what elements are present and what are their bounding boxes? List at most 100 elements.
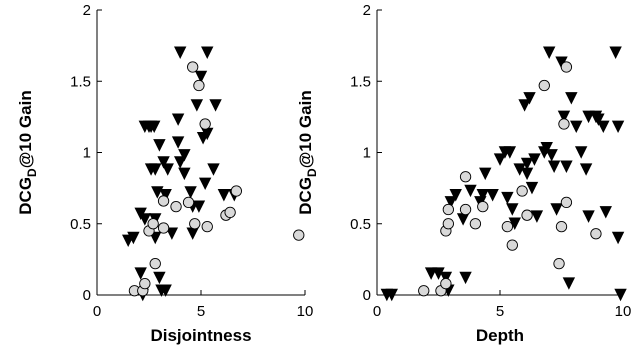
circle-point xyxy=(187,61,199,73)
triangle-point xyxy=(614,288,627,302)
circle-point xyxy=(139,277,151,290)
triangle-point xyxy=(550,203,563,216)
triangle-point xyxy=(486,189,499,202)
y-tick-label: 1.5 xyxy=(350,73,371,90)
y-axis-title-subscript: D xyxy=(25,168,39,177)
triangle-point xyxy=(582,210,595,223)
triangle-point xyxy=(592,113,605,126)
triangle-point xyxy=(523,92,536,105)
triangle-point xyxy=(464,184,477,198)
triangle-point xyxy=(201,46,214,59)
triangle-point xyxy=(186,227,199,240)
triangle-point xyxy=(493,153,507,166)
y-tick-label: 0.5 xyxy=(350,216,371,233)
triangle-point xyxy=(174,46,187,59)
triangle-point xyxy=(609,46,622,59)
triangle-point xyxy=(171,136,185,149)
circle-point xyxy=(521,209,533,221)
circle-point xyxy=(459,203,472,216)
circle-point xyxy=(459,171,472,183)
triangle-point xyxy=(597,120,610,134)
x-tick-label: 10 xyxy=(615,303,631,320)
triangle-point xyxy=(385,288,398,302)
circle-point xyxy=(193,79,205,92)
y-axis-title: DCGD@10 Gain xyxy=(296,90,319,214)
circle-point xyxy=(149,257,161,270)
circle-point xyxy=(189,218,201,230)
y-axis-title: DCGD@10 Gain xyxy=(16,90,39,214)
triangle-point xyxy=(506,203,519,216)
triangle-point xyxy=(560,160,573,173)
y-axis-title-suffix: @10 Gain xyxy=(16,90,35,168)
triangle-point xyxy=(501,191,514,205)
x-axis-title: Depth xyxy=(476,326,524,345)
y-tick-label: 1 xyxy=(83,145,91,162)
x-axis-title: Disjointness xyxy=(150,326,251,345)
circle-point xyxy=(516,185,528,197)
triangle-point xyxy=(209,99,222,112)
triangle-point xyxy=(459,271,472,285)
triangle-point xyxy=(153,139,166,152)
triangle-point xyxy=(476,189,489,202)
circle-point xyxy=(442,203,454,216)
circle-point xyxy=(560,196,573,209)
circle-point xyxy=(201,220,213,233)
circle-point xyxy=(199,118,211,130)
triangle-point xyxy=(540,142,553,155)
triangle-point xyxy=(555,56,568,69)
x-tick-label: 0 xyxy=(373,303,381,320)
circle-point xyxy=(224,206,236,219)
triangle-point xyxy=(449,189,462,202)
triangle-point xyxy=(157,156,170,169)
triangle-point xyxy=(530,210,544,223)
x-tick-label: 0 xyxy=(93,303,101,320)
triangle-point xyxy=(127,231,140,245)
triangle-point xyxy=(520,167,534,181)
triangle-point xyxy=(518,99,531,112)
triangle-point xyxy=(525,181,539,195)
triangle-point xyxy=(570,120,583,134)
circle-point xyxy=(182,196,195,209)
triangle-point xyxy=(547,160,561,173)
triangle-point xyxy=(508,217,521,230)
circle-point xyxy=(230,185,243,197)
x-tick-label: 5 xyxy=(496,303,504,320)
triangle-point xyxy=(138,213,152,226)
triangle-point xyxy=(503,146,517,159)
y-tick-label: 2 xyxy=(363,2,371,19)
triangle-point xyxy=(161,163,174,176)
triangle-point xyxy=(165,227,179,240)
circle-point xyxy=(506,239,518,251)
triangle-point xyxy=(149,163,162,176)
circle-point xyxy=(469,218,482,230)
triangle-point xyxy=(557,110,571,124)
triangle-point xyxy=(144,120,158,134)
circle-point xyxy=(555,220,568,233)
triangle-point xyxy=(513,163,526,176)
circle-point xyxy=(440,277,452,290)
triangle-point xyxy=(599,206,612,219)
circle-point xyxy=(477,200,489,213)
triangle-point xyxy=(611,120,625,134)
y-tick-label: 0.5 xyxy=(70,216,91,233)
triangle-point xyxy=(579,163,593,176)
triangle-point xyxy=(194,70,208,84)
triangle-point xyxy=(198,177,212,191)
y-tick-label: 2 xyxy=(83,2,91,19)
triangle-point xyxy=(217,189,231,202)
circle-point xyxy=(538,79,550,92)
circle-point xyxy=(157,195,170,207)
circle-point xyxy=(442,218,454,230)
x-tick-label: 10 xyxy=(297,303,314,320)
circle-point xyxy=(560,61,573,73)
circle-point xyxy=(293,229,305,241)
triangle-point xyxy=(153,271,166,285)
triangle-point xyxy=(178,149,191,162)
triangle-point xyxy=(439,271,453,285)
triangle-point xyxy=(184,186,197,199)
triangle-point xyxy=(159,284,172,297)
triangle-point xyxy=(159,189,172,202)
circle-point xyxy=(147,218,159,230)
y-tick-label: 0 xyxy=(83,287,91,304)
